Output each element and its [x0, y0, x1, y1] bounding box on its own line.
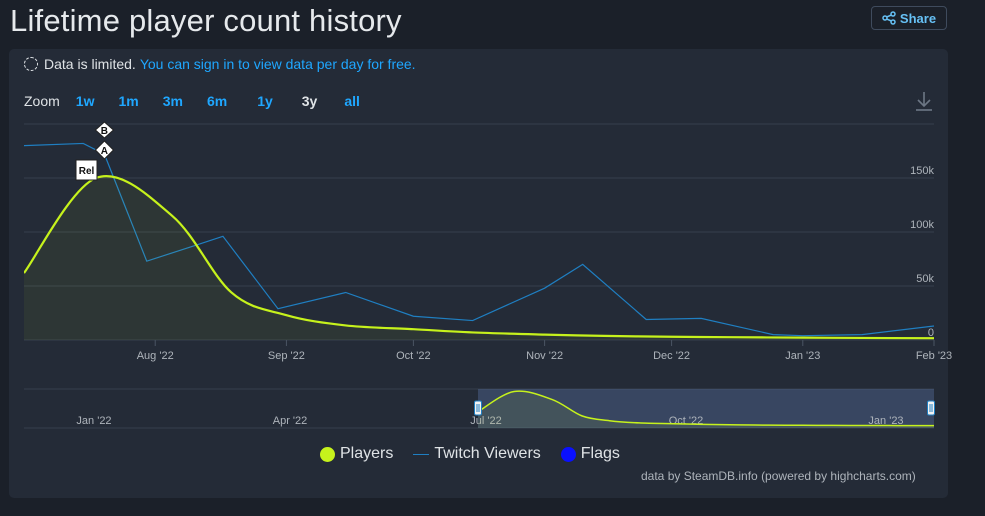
navigator-players-line: [477, 390, 935, 427]
page-title: Lifetime player count history: [10, 3, 402, 38]
navigator-left-handle[interactable]: [474, 400, 482, 416]
x-tick-label: Feb '23: [916, 350, 952, 362]
zoom-bar: Zoom 1w 1m 3m 6m 1y 3y all: [24, 93, 360, 109]
navigator-tick-label: Jan '23: [868, 415, 903, 427]
chart-legend: Players Twitch Viewers Flags: [320, 445, 640, 463]
navigator-selection: [478, 389, 934, 428]
legend-item-players[interactable]: Players: [320, 445, 393, 463]
zoom-3y-button[interactable]: 3y: [301, 93, 318, 109]
navigator-right-handle[interactable]: [927, 400, 935, 416]
zoom-3m-button[interactable]: 3m: [162, 93, 183, 109]
players-legend-label: Players: [340, 445, 394, 462]
share-button[interactable]: Share: [871, 6, 947, 30]
flags-legend-label: Flags: [580, 445, 620, 462]
dashed-circle-icon: [24, 57, 38, 71]
flag-b-shape: [94, 121, 115, 139]
zoom-1w-button[interactable]: 1w: [75, 93, 95, 109]
x-tick-label: Dec '22: [653, 350, 690, 362]
flag-rel-shape: [75, 159, 98, 181]
players-line: [24, 175, 934, 340]
flag-b: B: [94, 121, 115, 139]
navigator-tick-label: Jul '22: [470, 415, 501, 427]
x-tick-label: Jan '23: [785, 350, 820, 362]
y-tick-label: 50k: [916, 273, 934, 285]
zoom-all-button[interactable]: all: [344, 93, 360, 109]
flag-a-label: A: [101, 146, 108, 157]
players-area: [24, 176, 934, 340]
flag-rel-label: Rel: [79, 166, 95, 177]
x-tick-label: Sep '22: [268, 350, 305, 362]
zoom-1y-button[interactable]: 1y: [257, 93, 273, 109]
notice-text: Data is limited.: [44, 56, 136, 72]
flag-a-shape: [94, 140, 115, 160]
legend-item-twitch[interactable]: Twitch Viewers: [413, 445, 541, 463]
x-tick-label: Oct '22: [396, 350, 431, 362]
share-icon: [882, 11, 896, 25]
players-legend-marker: [320, 446, 335, 462]
twitch-viewers-line: [24, 142, 934, 337]
flag-a: A: [94, 140, 115, 160]
flag-b-label: B: [101, 126, 108, 137]
chart-credit: data by SteamDB.info (powered by highcha…: [641, 469, 916, 483]
share-label: Share: [899, 10, 937, 26]
y-tick-label: 150k: [910, 165, 934, 177]
navigator-tick-label: Apr '22: [273, 415, 308, 427]
zoom-label: Zoom: [24, 93, 60, 109]
y-tick-label: 100k: [910, 219, 934, 231]
legend-item-flags[interactable]: Flags: [560, 445, 620, 463]
download-icon[interactable]: [913, 90, 935, 112]
twitch-legend-label: Twitch Viewers: [434, 445, 541, 462]
navigator-tick-label: Jan '22: [76, 415, 111, 427]
y-tick-label: 0: [928, 327, 934, 339]
sign-in-link[interactable]: You can sign in to view data per day for…: [139, 56, 416, 72]
twitch-legend-marker: [413, 453, 430, 455]
flags-legend-marker: [560, 446, 576, 462]
x-tick-label: Nov '22: [526, 350, 563, 362]
flag-rel: Rel: [75, 159, 98, 181]
x-tick-label: Aug '22: [137, 350, 174, 362]
zoom-1m-button[interactable]: 1m: [118, 93, 139, 109]
zoom-6m-button[interactable]: 6m: [206, 93, 228, 109]
data-limited-notice: Data is limited. You can sign in to view…: [24, 56, 416, 72]
